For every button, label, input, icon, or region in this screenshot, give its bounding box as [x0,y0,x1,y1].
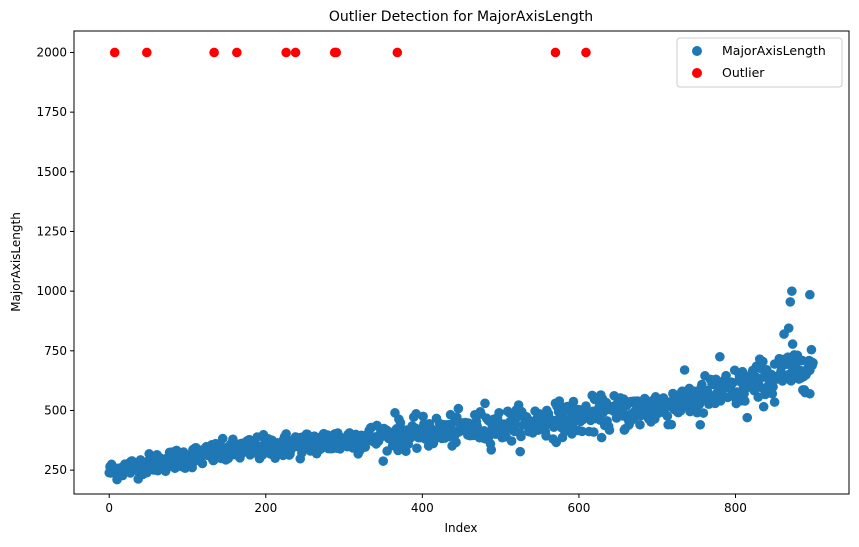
data-point [698,408,709,418]
x-tick-label: 600 [567,501,590,515]
outlier-series-points [109,47,591,58]
outlier-point [331,47,342,58]
data-point [715,351,725,362]
outlier-point [550,47,561,58]
x-axis-label: Index [444,521,477,535]
data-point [604,425,615,435]
y-tick-label: 2000 [36,45,67,59]
legend-marker-main [692,46,702,56]
data-point [516,431,526,442]
data-point [787,339,798,349]
data-point [787,286,797,296]
data-point [217,433,228,444]
data-point [390,408,400,418]
data-point [494,407,504,418]
outlier-point [209,47,219,58]
legend: MajorAxisLength Outlier [676,37,843,88]
y-tick-label: 750 [44,344,67,358]
y-axis-ticks: 250 500 750 1000 1250 1500 1750 2000 [36,45,74,477]
data-point [758,401,769,412]
data-point [769,397,780,407]
y-axis-label: MajorAxisLength [9,212,23,312]
data-point [785,297,796,307]
main-series-points [104,286,818,485]
data-point [768,382,778,392]
data-point [806,344,817,355]
outlier-point [109,47,120,58]
data-point [721,370,731,381]
data-point [695,419,706,430]
data-point [568,396,579,407]
data-point [480,398,490,409]
data-point [451,437,461,448]
legend-frame [676,37,843,88]
data-point [281,429,291,439]
outlier-point [581,47,591,58]
data-point [506,436,517,446]
plot-frame [73,30,850,495]
outlier-point [142,47,152,58]
x-axis-ticks: 0 200 400 600 800 [105,494,747,515]
data-point [666,419,677,430]
y-tick-label: 500 [44,403,67,417]
outlier-point [392,47,403,58]
data-point [596,432,607,443]
data-point [515,446,526,457]
y-tick-label: 1500 [36,165,67,179]
data-point [589,392,600,403]
data-point [588,427,599,437]
legend-marker-outlier [692,68,702,78]
data-point [740,396,750,406]
data-point [550,398,561,409]
outlier-point [281,47,291,58]
data-point [453,403,464,414]
y-tick-label: 250 [44,463,67,477]
data-point [418,411,428,422]
data-point [228,434,238,445]
data-point [808,357,818,368]
data-point [767,388,778,399]
chart-title: Outlier Detection for MajorAxisLength [329,9,593,25]
data-point [805,388,815,399]
data-point [779,329,789,339]
x-tick-label: 200 [254,501,277,515]
data-point [662,411,673,421]
x-tick-label: 800 [724,501,747,515]
outlier-point [232,47,242,58]
data-point [679,365,690,375]
data-point [635,419,645,430]
data-point [378,456,389,466]
y-tick-label: 1250 [36,224,67,238]
legend-label-main: MajorAxisLength [722,43,826,58]
data-point [486,445,497,455]
data-point [577,426,587,437]
y-tick-label: 1000 [36,284,67,298]
x-tick-label: 400 [411,501,434,515]
y-tick-label: 1750 [36,105,67,119]
data-point [758,356,768,367]
legend-label-outlier: Outlier [722,65,765,80]
data-point [360,442,371,452]
data-point [742,412,753,423]
data-point [412,443,422,453]
x-tick-label: 0 [105,501,113,515]
data-point [197,458,208,469]
outlier-point [290,47,301,58]
data-point [805,289,815,300]
